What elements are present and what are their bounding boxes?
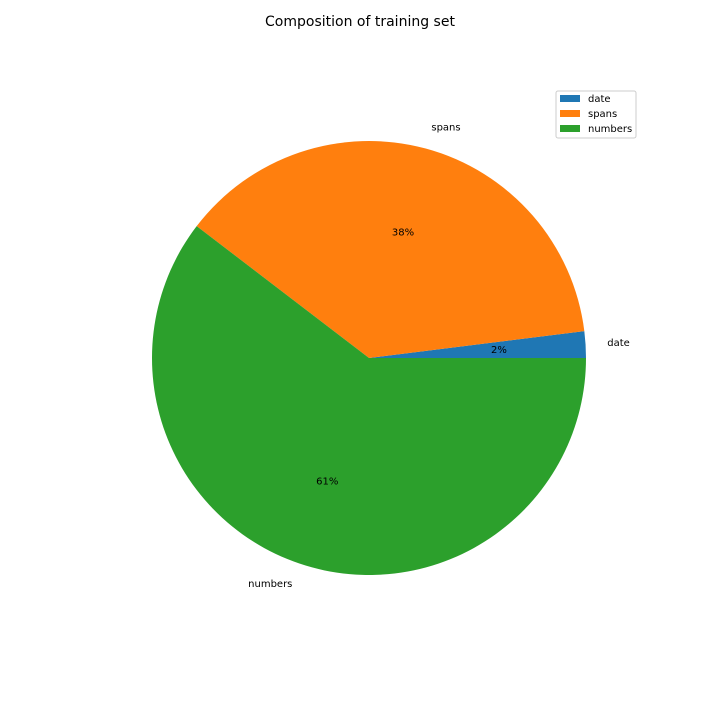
legend-label-date: date — [588, 94, 611, 105]
legend-label-spans: spans — [588, 109, 617, 120]
pie-labels: date 2% spans 38% numbers 61% — [248, 123, 630, 590]
pie-slice-spans — [196, 141, 585, 358]
legend-swatch-numbers — [560, 125, 580, 132]
legend-swatch-spans — [560, 110, 580, 117]
legend-swatch-date — [560, 95, 580, 102]
slice-label-date: date — [607, 338, 630, 349]
slice-label-spans: spans — [431, 123, 460, 134]
legend-label-numbers: numbers — [588, 124, 632, 135]
legend: date spans numbers — [555, 90, 637, 139]
slice-percent-date: 2% — [491, 345, 507, 356]
pie-slice-date — [369, 331, 586, 358]
slice-percent-spans: 38% — [392, 227, 414, 238]
pie-slices — [152, 141, 586, 575]
chart-title: Composition of training set — [265, 14, 455, 30]
pie-slice-numbers — [152, 226, 586, 575]
slice-percent-numbers: 61% — [316, 476, 338, 487]
slice-label-numbers: numbers — [248, 579, 292, 590]
